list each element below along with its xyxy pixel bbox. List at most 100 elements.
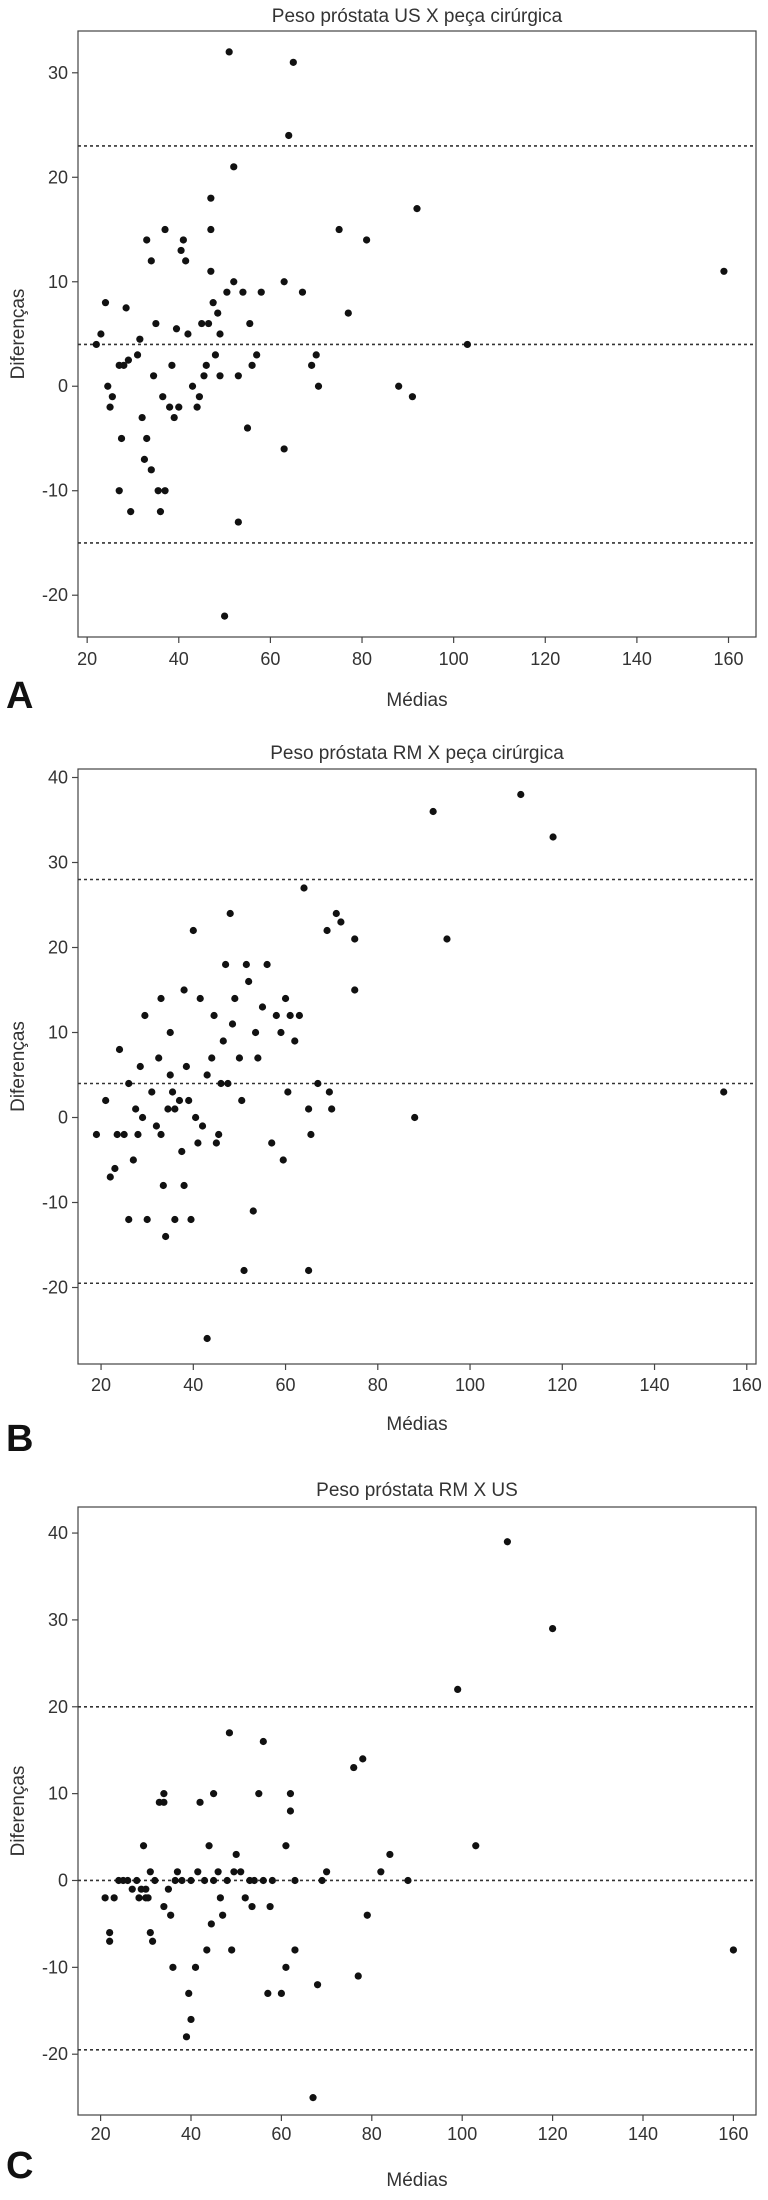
data-point [225,48,233,56]
y-tick-label: -20 [42,1278,68,1298]
x-tick-label: 40 [169,649,189,669]
data-point [149,372,158,380]
data-point [337,918,345,926]
data-point [139,1842,148,1850]
data-point [134,1130,142,1139]
data-point [257,288,265,296]
data-point [234,372,242,380]
data-point [159,1181,167,1190]
data-point [184,330,192,338]
data-point [323,926,331,935]
x-tick-label: 140 [640,1375,670,1395]
data-point [307,1130,315,1139]
data-point [192,1113,200,1122]
data-point [135,1894,143,1902]
data-point [168,361,176,369]
data-point [230,278,238,286]
data-point [210,1011,218,1020]
data-point [238,1096,246,1105]
data-point [160,1798,168,1806]
data-point [289,58,297,66]
y-tick-label: 30 [48,63,68,83]
data-point [171,1876,179,1885]
data-point [167,1911,175,1919]
data-point [350,1763,358,1772]
x-tick-label: 120 [530,649,560,669]
y-tick-label: -20 [42,2044,68,2064]
data-point [175,403,183,411]
data-point [185,1989,193,1997]
x-tick-label: 140 [622,649,652,669]
data-point [182,1062,190,1071]
data-point [133,351,142,359]
x-tick-label: 80 [362,2124,382,2144]
data-point [92,1130,101,1139]
data-point [106,1937,114,1945]
data-point [308,361,316,369]
data-point [208,1054,216,1062]
data-point [191,1963,200,1971]
data-point [231,994,239,1003]
data-point [314,1079,322,1088]
data-point [235,1054,244,1062]
data-point [171,1105,179,1113]
data-point [408,393,417,401]
x-tick-label: 60 [271,2124,291,2144]
chart-title: Peso próstata RM X peça cirúrgica [270,743,564,764]
data-point [549,1625,557,1633]
data-point [344,309,352,317]
data-point [117,434,126,443]
data-point [305,1105,313,1113]
data-point [284,1088,292,1096]
data-point [111,1164,119,1173]
plot-frame [77,30,757,638]
data-point [245,977,253,986]
data-point [219,1037,227,1045]
panel-c: Peso próstata RM X US 20 40 60 80 100 120 140 16… [0,1470,768,2200]
data-point [259,1737,267,1746]
data-point [212,1139,220,1147]
data-point [170,413,178,422]
data-point [160,1790,168,1798]
data-point [132,1105,140,1113]
data-point [318,1876,326,1885]
data-point [188,382,197,390]
data-point [146,1868,154,1876]
y-axis-title: Diferenças [8,289,29,380]
data-point [335,225,343,234]
data-point [115,1045,124,1054]
data-point [187,1876,195,1885]
data-point [214,309,222,317]
data-point [246,319,254,328]
x-axis-title: Médias [386,690,447,711]
data-point [136,335,144,343]
data-point [156,508,165,516]
y-tick-label: 0 [58,1870,68,1890]
data-point [729,1946,738,1954]
data-point [503,1538,511,1546]
data-point [291,1876,299,1885]
data-point [377,1868,385,1876]
data-point [279,1156,287,1164]
data-point [295,1011,303,1020]
y-tick-label: 20 [48,167,68,187]
data-point [215,1130,223,1139]
data-point [182,2033,191,2041]
chart-a: Peso próstata US X peça cirúrgica 20 40 60 8… [8,6,757,711]
x-tick-label: 20 [91,2124,111,2144]
data-point [200,1876,209,1885]
data-point [242,960,250,969]
data-point [243,424,252,432]
data-point [196,1798,204,1806]
data-point [280,445,288,453]
data-point [152,1122,161,1130]
y-tick-label: 0 [58,1108,68,1128]
data-point [205,1842,213,1850]
data-point [282,1842,290,1850]
data-point [263,960,271,969]
data-point [198,319,206,328]
data-point [386,1850,394,1859]
data-point [230,1868,238,1876]
data-point [113,1130,121,1139]
data-point [249,1207,257,1215]
